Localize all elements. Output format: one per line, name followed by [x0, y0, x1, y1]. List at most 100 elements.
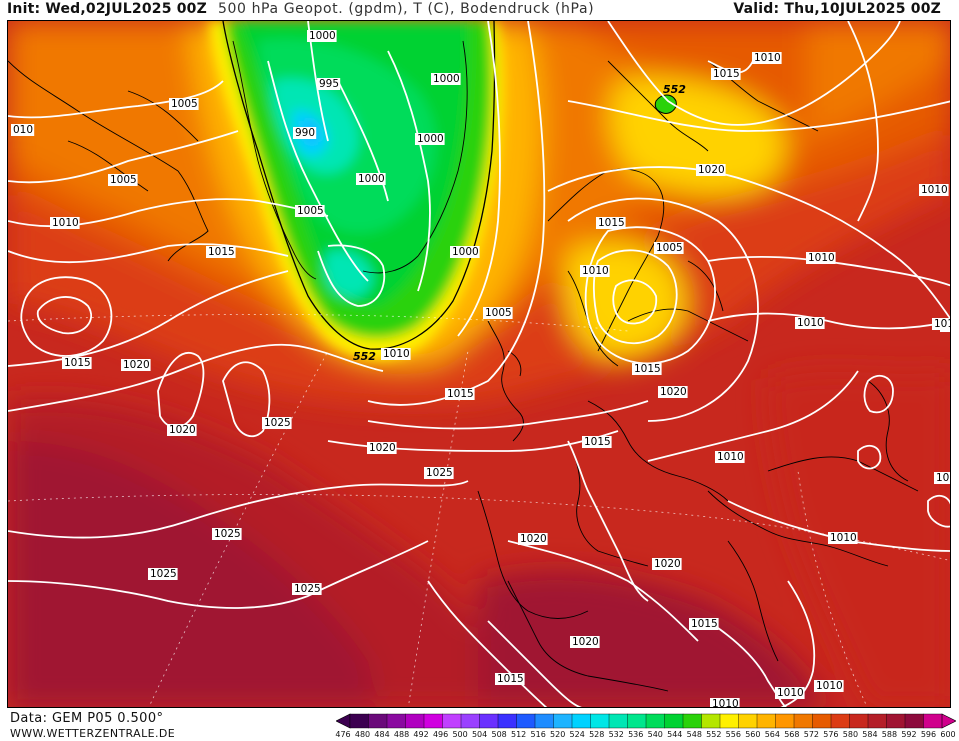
isobar-label: 1015 [206, 246, 236, 258]
legend-tick-label: 504 [471, 730, 488, 739]
isobar-label: 1015 [62, 357, 92, 369]
svg-text:1020: 1020 [169, 424, 196, 436]
isobar-label: 552 [663, 83, 686, 96]
isobar-label: 1000 [356, 173, 386, 185]
legend-swatch [793, 713, 813, 729]
legend-tick-label: 568 [784, 730, 800, 739]
svg-text:1005: 1005 [110, 174, 137, 186]
legend-tick-label: 532 [608, 730, 624, 739]
isobar-label: 1020 [121, 359, 151, 371]
legend-tick-label: 588 [881, 730, 898, 739]
isobar-label: 1025 [424, 467, 454, 479]
isobar-label: 1010 [752, 52, 782, 64]
svg-text:995: 995 [319, 78, 339, 90]
legend-tick-label: 592 [901, 730, 917, 739]
valid-time: Valid: Thu,10JUL2025 00Z [733, 1, 941, 17]
svg-text:1000: 1000 [452, 246, 479, 258]
legend-tick-label: 580 [842, 730, 859, 739]
isobar-label: 1025 [292, 583, 322, 595]
init-time: Init: Wed,02JUL2025 00Z [7, 1, 207, 17]
contour-552-small [654, 94, 677, 114]
svg-text:1015: 1015 [497, 673, 524, 685]
legend-tick-label: 560 [745, 730, 761, 739]
isobar-label: 1005 [654, 242, 684, 254]
svg-text:1020: 1020 [123, 359, 150, 371]
legend-tick-label: 600 [940, 730, 956, 739]
legend-swatch [923, 713, 943, 729]
legend-swatch [460, 713, 480, 729]
svg-text:1000: 1000 [309, 30, 336, 42]
isobar-label: 1010 [710, 698, 740, 707]
isobar-label: 1000 [431, 73, 461, 85]
svg-text:1000: 1000 [358, 173, 385, 185]
svg-text:1010: 1010 [717, 451, 744, 463]
svg-text:1025: 1025 [214, 528, 241, 540]
svg-text:1025: 1025 [426, 467, 453, 479]
legend-arrow-high [941, 713, 956, 729]
svg-text:1015: 1015 [691, 618, 718, 630]
isobar-label: 1015 [596, 217, 626, 229]
legend-swatch [904, 713, 924, 729]
color-legend [336, 713, 956, 729]
isobar-label: 1010 [775, 687, 805, 699]
legend-swatch [423, 713, 443, 729]
svg-text:1010: 1010 [936, 472, 951, 484]
legend-swatch [701, 713, 721, 729]
map-header: Init: Wed,02JUL2025 00Z 500 hPa Geopot. … [0, 0, 959, 20]
svg-text:010: 010 [13, 124, 33, 136]
coastlines [8, 40, 919, 692]
isobar-label: 1020 [658, 386, 688, 398]
legend-swatch [756, 713, 776, 729]
isobar-label: 1010 [932, 318, 950, 330]
isobar-label: 1020 [518, 533, 548, 545]
isobar-label: 995 [317, 78, 341, 90]
svg-text:1010: 1010 [816, 680, 843, 692]
legend-tick-label: 544 [667, 730, 683, 739]
legend-tick-label: 500 [452, 730, 468, 739]
legend-tick-label: 584 [862, 730, 878, 739]
isobar-label: 1000 [415, 133, 445, 145]
legend-swatch [867, 713, 887, 729]
legend-swatch [664, 713, 684, 729]
isobar-label: 1015 [495, 673, 525, 685]
svg-text:552: 552 [663, 83, 686, 96]
svg-text:1010: 1010 [808, 252, 835, 264]
svg-text:1020: 1020 [369, 442, 396, 454]
legend-swatch [386, 713, 406, 729]
isobar-label: 1010 [381, 348, 411, 360]
legend-tick-label: 572 [803, 730, 820, 739]
svg-text:1010: 1010 [830, 532, 857, 544]
legend-ticks: 476 480 484 488 492 496 500 504 508 512 516 520 524 5… [335, 730, 955, 740]
isobar-label: 1010 [715, 451, 745, 463]
legend-swatch [571, 713, 591, 729]
isobar-label: 1005 [108, 174, 138, 186]
svg-text:1005: 1005 [171, 98, 198, 110]
legend-tick-label: 540 [647, 730, 663, 739]
svg-text:1020: 1020 [698, 164, 725, 176]
svg-text:1020: 1020 [520, 533, 547, 545]
legend-swatch [516, 713, 536, 729]
svg-text:1005: 1005 [485, 307, 512, 319]
isobar-label: 1000 [450, 246, 480, 258]
legend-swatch [738, 713, 758, 729]
isobar-label: 1010 [934, 472, 951, 484]
legend-swatch [849, 713, 869, 729]
legend-tick-label: 536 [628, 730, 644, 739]
svg-text:1025: 1025 [294, 583, 321, 595]
legend-swatch [590, 713, 610, 729]
svg-text:1015: 1015 [208, 246, 235, 258]
legend-tick-label: 520 [550, 730, 566, 739]
legend-swatch [405, 713, 425, 729]
svg-text:552: 552 [353, 350, 376, 363]
svg-text:1015: 1015 [447, 388, 474, 400]
isobar-label: 1015 [632, 363, 662, 375]
isobar-label: 1020 [652, 558, 682, 570]
svg-text:1010: 1010 [754, 52, 781, 64]
isobars [8, 21, 950, 707]
svg-text:1015: 1015 [634, 363, 661, 375]
svg-text:1010: 1010 [777, 687, 804, 699]
legend-tick-label: 552 [706, 730, 722, 739]
map-title: 500 hPa Geopot. (gpdm), T (C), Bodendruc… [218, 1, 595, 17]
legend-tick-label: 564 [764, 730, 780, 739]
isobar-label: 990 [293, 127, 317, 139]
